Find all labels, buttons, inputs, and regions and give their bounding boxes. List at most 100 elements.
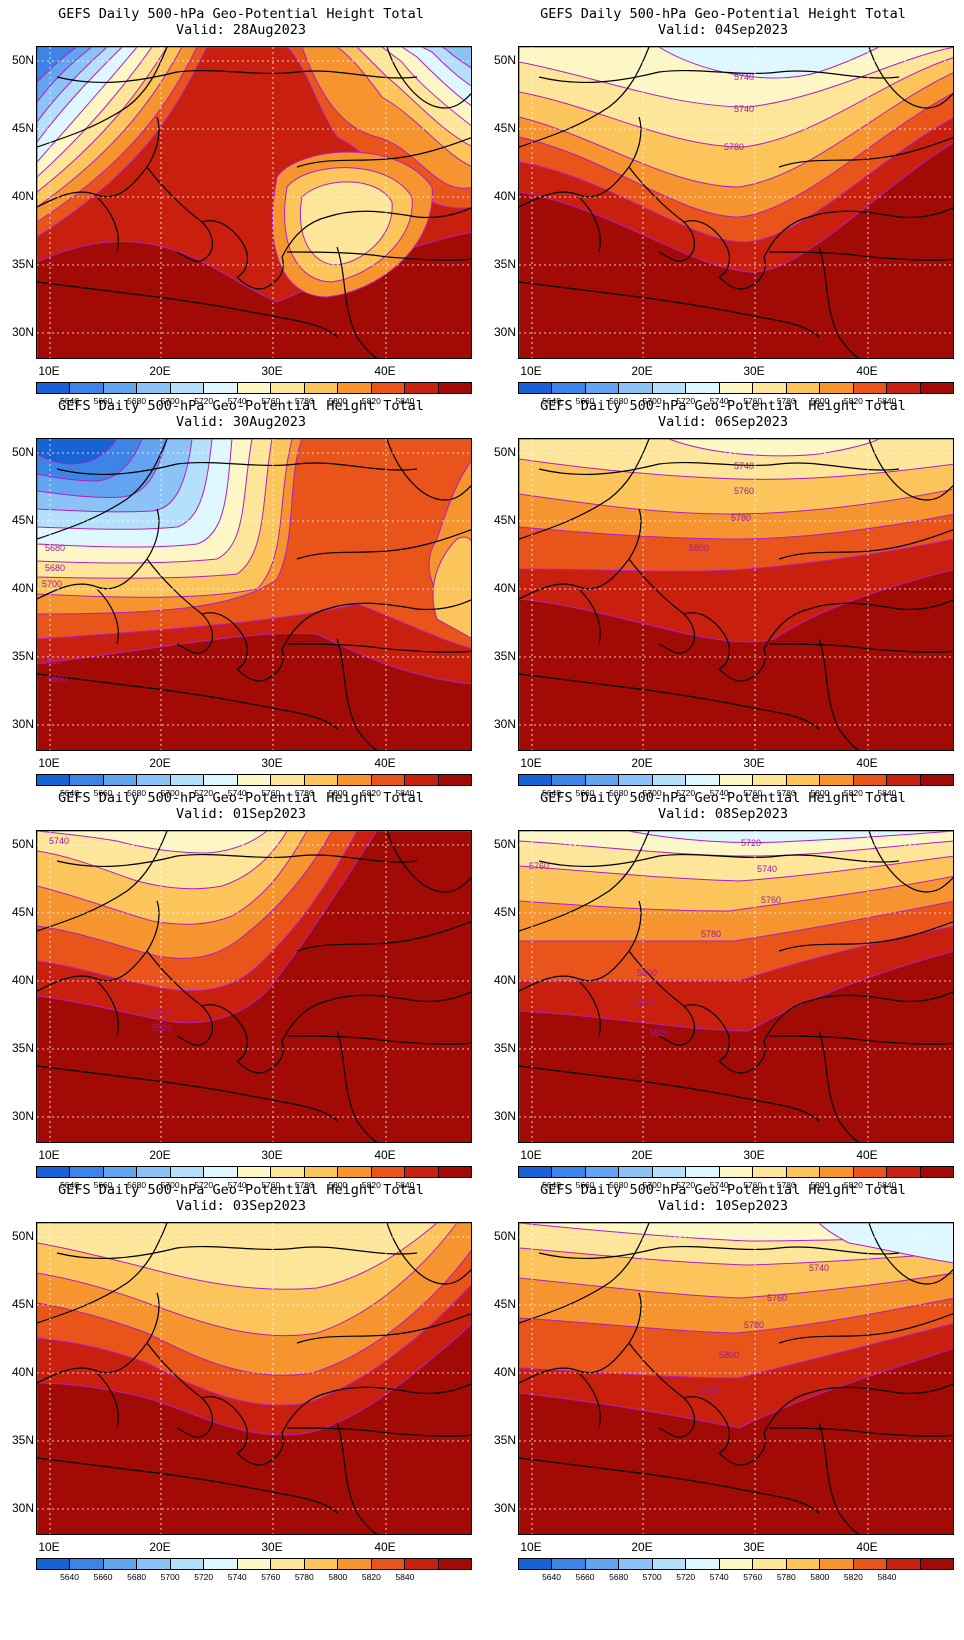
colorbar-swatch — [37, 1167, 71, 1177]
colorbar-label: 5820 — [361, 1180, 381, 1190]
colorbar-label: 5680 — [609, 1572, 629, 1582]
longitude-label: 40E — [374, 364, 396, 378]
colorbar-swatch — [820, 1559, 854, 1569]
colorbar-label: 5700 — [642, 788, 662, 798]
panel-valid-date: Valid: 04Sep2023 — [657, 22, 789, 38]
coastline — [683, 220, 731, 278]
colorbar-label: 5680 — [127, 1180, 147, 1190]
coastline — [37, 673, 338, 730]
coastline — [201, 220, 249, 278]
colorbar-swatch — [438, 1559, 472, 1569]
colorbar-swatch — [920, 775, 954, 785]
colorbar-swatch — [652, 1559, 687, 1569]
colorbar-swatch — [552, 1167, 586, 1177]
height-band — [37, 47, 78, 83]
colorbar-swatch — [237, 1559, 272, 1569]
latitude-label: 30N — [11, 1109, 34, 1123]
colorbar-swatch — [405, 775, 439, 785]
coastline — [286, 643, 471, 653]
coastline — [538, 69, 900, 84]
coastline — [519, 1457, 820, 1514]
coastline — [286, 251, 471, 261]
coastline — [683, 1004, 731, 1062]
coastline — [578, 588, 601, 645]
longitude-label: 40E — [856, 1148, 878, 1162]
colorbar-swatch — [920, 383, 954, 393]
latitude-label: 35N — [11, 1041, 34, 1055]
coastline — [37, 508, 160, 600]
colorbar-label: 5740 — [709, 396, 729, 406]
longitude-label: 20E — [631, 1540, 653, 1554]
colorbar-label: 5780 — [294, 1180, 314, 1190]
colorbar-label: 5820 — [843, 788, 863, 798]
colorbar-swatch — [304, 775, 339, 785]
coastline — [37, 47, 168, 148]
colorbar-label: 5700 — [160, 788, 180, 798]
contour-label: 5780 — [701, 929, 721, 939]
panel-valid-date: Valid: 08Sep2023 — [657, 806, 789, 822]
latitude-label: 30N — [493, 1501, 516, 1515]
colorbar-label: 5700 — [160, 1180, 180, 1190]
latitude-label: 40N — [11, 1365, 34, 1379]
colorbar-label: 5760 — [261, 1572, 281, 1582]
coastline — [236, 1040, 284, 1074]
coastline — [818, 1422, 860, 1534]
colorbar-swatch — [652, 1167, 687, 1177]
contour-label: 5760 — [761, 895, 781, 905]
colorbar-label: 5840 — [877, 396, 897, 406]
colorbar-swatch — [338, 383, 372, 393]
coastline — [146, 1342, 214, 1438]
colorbar-swatch — [170, 1559, 205, 1569]
coastline — [56, 853, 418, 868]
colorbar — [36, 774, 472, 786]
colorbar-swatch — [753, 383, 787, 393]
colorbar-label: 5740 — [709, 788, 729, 798]
colorbar-swatch — [853, 1559, 888, 1569]
colorbar-swatch — [137, 775, 171, 785]
coastline — [763, 991, 953, 1042]
colorbar-label: 5840 — [877, 1180, 897, 1190]
coastline — [386, 1223, 471, 1285]
coastline — [519, 673, 820, 730]
colorbar-label: 5800 — [328, 396, 348, 406]
contour-label: 5780 — [731, 513, 751, 523]
contour-label: 5740 — [49, 836, 69, 846]
coastline — [768, 1427, 953, 1437]
latitude-label: 50N — [493, 53, 516, 67]
coastline — [96, 196, 119, 253]
coastline — [519, 1065, 820, 1122]
panel-valid-date: Valid: 10Sep2023 — [657, 1198, 789, 1214]
colorbar-swatch — [920, 1167, 954, 1177]
longitude-label: 30E — [261, 1148, 283, 1162]
contour-label: 5680 — [45, 563, 65, 573]
coastline — [519, 47, 650, 148]
colorbar-label: 5660 — [93, 1572, 113, 1582]
colorbar-label: 5780 — [294, 1572, 314, 1582]
colorbar-label: 5700 — [160, 1572, 180, 1582]
colorbar-swatch — [338, 1559, 372, 1569]
colorbar-label: 5780 — [776, 1572, 796, 1582]
coastline — [386, 831, 471, 893]
panel-valid-date: Valid: 01Sep2023 — [175, 806, 307, 822]
coastline — [37, 900, 160, 992]
colorbar-label: 5680 — [609, 396, 629, 406]
contour-map — [36, 1222, 472, 1535]
colorbar-swatch — [853, 1167, 888, 1177]
colorbar-label: 5740 — [227, 788, 247, 798]
colorbar-swatch — [619, 1559, 653, 1569]
longitude-label: 10E — [520, 756, 542, 770]
colorbar-label: 5660 — [93, 396, 113, 406]
latitude-label: 50N — [493, 1229, 516, 1243]
longitude-label: 10E — [520, 1540, 542, 1554]
coastline — [201, 612, 249, 670]
map-panel: GEFS Daily 500-hPa Geo-Potential Height … — [0, 784, 482, 1194]
panel-valid-date: Valid: 06Sep2023 — [657, 414, 789, 430]
colorbar-swatch — [552, 1559, 586, 1569]
coastline — [778, 921, 953, 952]
longitude-label: 10E — [520, 364, 542, 378]
colorbar-swatch — [304, 1559, 339, 1569]
map-panel: GEFS Daily 500-hPa Geo-Potential Height … — [482, 392, 964, 802]
coastline — [519, 1223, 650, 1324]
coastline — [718, 1432, 766, 1466]
coastline — [768, 1035, 953, 1045]
